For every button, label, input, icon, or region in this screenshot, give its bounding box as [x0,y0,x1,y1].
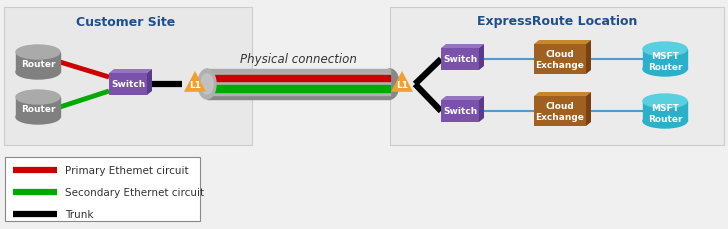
FancyBboxPatch shape [441,49,479,71]
Bar [207,95,390,100]
Polygon shape [184,72,206,92]
Bar [643,50,687,70]
FancyBboxPatch shape [390,8,724,145]
Polygon shape [534,93,591,97]
Text: MSFT
Router: MSFT Router [648,104,682,123]
Bar [643,101,687,121]
Polygon shape [441,45,484,49]
Text: Secondary Ethernet circuit: Secondary Ethernet circuit [65,187,204,197]
Polygon shape [586,41,591,75]
FancyBboxPatch shape [441,101,479,123]
Text: Customer Site: Customer Site [76,15,175,28]
Text: Primary Ethemet circuit: Primary Ethemet circuit [65,165,189,175]
Ellipse shape [643,95,687,109]
Polygon shape [479,45,484,71]
Polygon shape [479,97,484,123]
Polygon shape [586,93,591,126]
Text: Router: Router [21,105,55,114]
Text: Switch: Switch [443,107,477,116]
FancyBboxPatch shape [4,8,252,145]
Ellipse shape [643,63,687,77]
Text: Switch: Switch [443,55,477,64]
Ellipse shape [643,43,687,57]
Text: ExpressRoute Location: ExpressRoute Location [477,15,637,28]
Bar [16,98,60,117]
Ellipse shape [16,111,60,124]
Bar [207,74,390,95]
Text: MSFT
Router: MSFT Router [648,52,682,71]
Ellipse shape [643,114,687,128]
Text: L1: L1 [189,81,201,90]
FancyBboxPatch shape [534,97,586,126]
Ellipse shape [16,91,60,105]
Polygon shape [534,41,591,45]
FancyBboxPatch shape [109,74,147,95]
Text: Cloud
Exchange: Cloud Exchange [536,50,585,69]
Bar [16,53,60,73]
Ellipse shape [16,46,60,60]
Text: Physical connection: Physical connection [240,53,357,66]
Text: Router: Router [21,60,55,69]
Ellipse shape [198,70,216,100]
Text: Cloud
Exchange: Cloud Exchange [536,102,585,121]
Polygon shape [147,70,152,95]
Polygon shape [441,97,484,101]
Ellipse shape [381,70,399,100]
FancyBboxPatch shape [5,157,200,221]
Ellipse shape [201,75,213,95]
Polygon shape [109,70,152,74]
Bar [207,70,390,74]
FancyBboxPatch shape [534,45,586,75]
Text: L1: L1 [396,81,408,90]
Text: Switch: Switch [111,80,145,89]
Ellipse shape [16,66,60,80]
Text: Trunk: Trunk [65,209,93,219]
Polygon shape [391,72,413,92]
